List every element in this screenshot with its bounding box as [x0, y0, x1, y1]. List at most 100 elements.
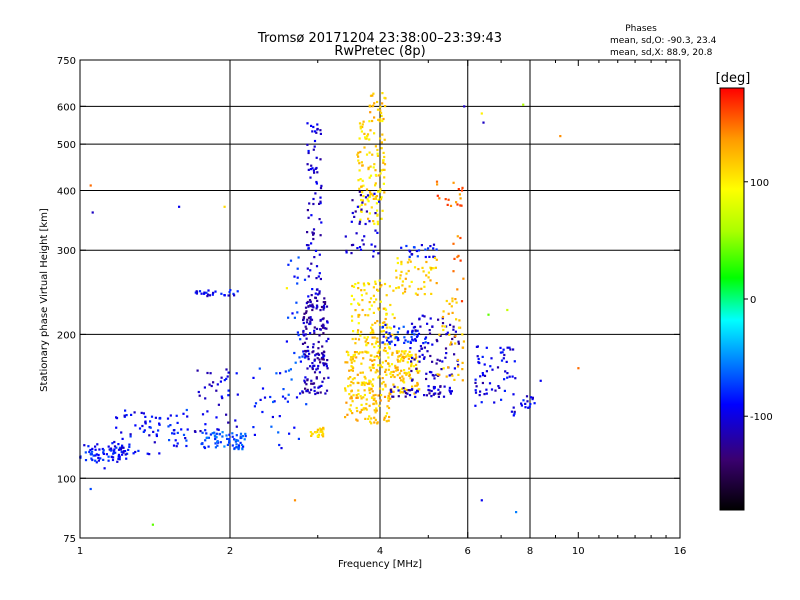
data-point	[204, 423, 207, 426]
data-point	[388, 347, 391, 350]
data-point	[298, 356, 301, 359]
data-point	[364, 340, 367, 343]
data-point	[397, 286, 400, 289]
data-point	[124, 450, 127, 453]
data-point	[275, 372, 278, 375]
data-point	[410, 353, 413, 357]
data-point	[398, 354, 401, 358]
colorbar: [deg] -100 0 100	[716, 71, 773, 511]
data-point	[385, 313, 388, 316]
data-point	[316, 428, 319, 431]
data-point	[314, 130, 317, 133]
data-point	[351, 378, 354, 381]
data-point	[309, 176, 312, 179]
data-point	[320, 184, 323, 187]
data-point	[361, 299, 364, 302]
data-point	[388, 415, 391, 419]
data-point	[480, 112, 483, 115]
data-point	[417, 249, 421, 252]
data-point	[403, 390, 406, 393]
data-point	[432, 267, 435, 270]
data-point	[370, 387, 373, 390]
data-point	[392, 289, 395, 292]
data-point	[112, 456, 115, 459]
data-point	[377, 376, 380, 379]
data-point	[365, 210, 368, 213]
data-point	[309, 305, 313, 308]
data-point	[225, 413, 228, 416]
data-point	[406, 331, 409, 334]
data-point	[213, 434, 216, 437]
data-point	[146, 452, 149, 455]
data-point	[182, 433, 186, 436]
data-point	[435, 258, 438, 261]
data-point	[401, 355, 404, 358]
data-point	[422, 357, 426, 360]
data-point	[315, 265, 319, 268]
data-point	[310, 124, 313, 127]
data-point	[134, 424, 137, 427]
data-point	[419, 325, 422, 328]
data-point	[297, 334, 300, 337]
data-point	[405, 355, 408, 358]
data-point	[381, 102, 384, 105]
y-tick-label: 750	[57, 56, 76, 67]
data-point	[372, 394, 375, 397]
data-point	[380, 196, 383, 199]
data-point	[418, 360, 421, 363]
data-point	[402, 357, 405, 360]
data-point	[223, 294, 226, 297]
data-point	[287, 263, 290, 266]
data-point	[493, 401, 496, 404]
data-point	[413, 333, 416, 336]
data-point	[241, 447, 244, 450]
data-point	[221, 431, 224, 434]
data-point	[399, 277, 402, 280]
data-point	[201, 431, 204, 434]
data-point	[414, 339, 417, 342]
data-point	[354, 342, 357, 345]
data-point	[424, 255, 427, 259]
data-point	[400, 387, 404, 390]
data-point	[347, 385, 350, 388]
data-point	[423, 285, 426, 288]
data-point	[511, 375, 514, 378]
data-point	[296, 276, 299, 279]
data-point	[350, 220, 353, 223]
data-point	[440, 368, 443, 371]
data-point	[201, 413, 205, 416]
data-point	[410, 369, 413, 373]
data-point	[429, 317, 432, 320]
data-point	[370, 206, 373, 209]
data-point	[178, 205, 181, 208]
data-point	[392, 383, 395, 386]
data-point	[442, 310, 445, 313]
data-point	[226, 437, 229, 440]
data-point	[311, 351, 314, 354]
data-point	[378, 323, 381, 326]
data-point	[243, 438, 246, 441]
data-point	[217, 403, 220, 406]
data-point	[387, 368, 390, 371]
data-point	[482, 374, 485, 377]
data-point	[284, 370, 287, 373]
data-point	[117, 448, 121, 451]
data-point	[89, 448, 92, 452]
data-point	[295, 301, 298, 304]
data-point	[204, 439, 207, 442]
data-point	[325, 305, 329, 308]
data-point	[382, 380, 385, 384]
data-point	[316, 293, 320, 296]
data-point	[457, 326, 461, 329]
data-point	[353, 298, 356, 301]
data-point	[387, 399, 390, 402]
data-point	[285, 287, 288, 290]
data-point	[121, 453, 124, 456]
data-point	[377, 394, 380, 397]
data-point	[441, 360, 444, 363]
data-point	[225, 377, 228, 380]
data-point	[413, 325, 417, 329]
data-point	[491, 368, 494, 371]
data-point	[390, 375, 393, 378]
data-point	[357, 329, 360, 332]
